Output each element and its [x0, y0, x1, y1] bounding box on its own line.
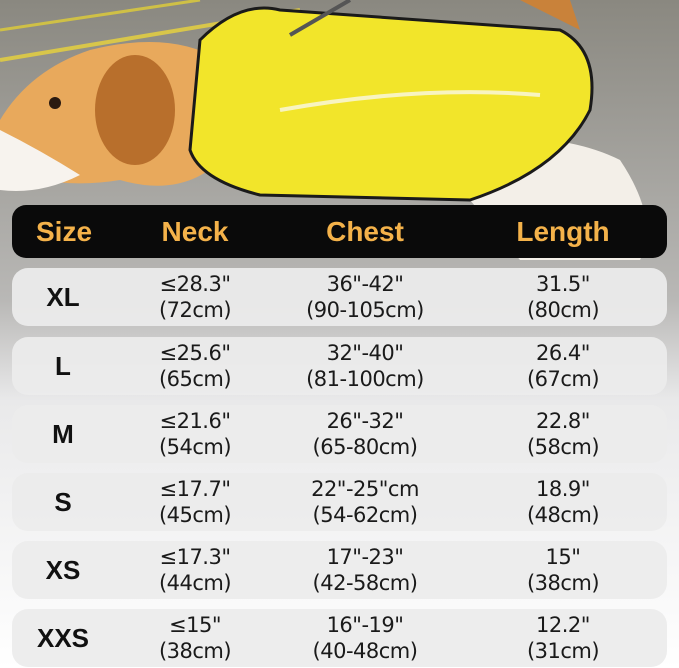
length-cm: (48cm)	[526, 503, 600, 527]
length-cm: (38cm)	[526, 571, 600, 595]
chest-inches: 36"-42"	[326, 272, 404, 296]
road-line	[0, 0, 201, 32]
length-inches: 31.5"	[536, 272, 590, 296]
chest-cm: (81-100cm)	[306, 367, 424, 391]
size-row-m: M ≤21.6" (54cm) 26"-32" (65-80cm) 22.8" (58…	[12, 405, 667, 463]
header-neck: Neck	[161, 216, 229, 247]
length-cell: 18.9" (48cm)	[526, 476, 600, 528]
yellow-raincoat	[188, 6, 594, 202]
chest-cm: (54-62cm)	[312, 503, 418, 527]
length-cell: 31.5" (80cm)	[526, 271, 600, 323]
header-chest: Chest	[326, 216, 404, 247]
chest-cell: 17"-23" (42-58cm)	[313, 544, 418, 596]
neck-cm: (72cm)	[158, 298, 232, 322]
size-row-l: L ≤25.6" (65cm) 32"-40" (81-100cm) 26.4" (6…	[12, 337, 667, 395]
chest-cell: 36"-42" (90-105cm)	[306, 271, 424, 323]
length-cm: (67cm)	[526, 367, 600, 391]
dog-tail	[520, 0, 580, 30]
chest-inches: 22"-25"cm	[311, 477, 419, 501]
size-row-xs: XS ≤17.3" (44cm) 17"-23" (42-58cm) 15" (38c…	[12, 541, 667, 599]
length-cell: 15" (38cm)	[526, 544, 600, 596]
size-chart-header: Size Neck Chest Length	[12, 205, 667, 258]
neck-cell: ≤21.6" (54cm)	[158, 408, 232, 460]
length-cell: 26.4" (67cm)	[526, 340, 600, 392]
length-inches: 12.2"	[536, 613, 590, 637]
neck-cm: (65cm)	[158, 367, 232, 391]
length-cell: 22.8" (58cm)	[526, 408, 600, 460]
dog-ear	[95, 55, 175, 165]
dog-eye	[49, 97, 61, 109]
neck-cm: (54cm)	[158, 435, 232, 459]
neck-inches: ≤25.6"	[159, 341, 231, 365]
chest-cm: (42-58cm)	[312, 571, 418, 595]
chest-cm: (90-105cm)	[306, 298, 424, 322]
neck-cell: ≤25.6" (65cm)	[158, 340, 232, 392]
length-inches: 26.4"	[536, 341, 590, 365]
neck-cell: ≤15" (38cm)	[158, 612, 232, 664]
size-label: L	[55, 351, 71, 381]
length-inches: 15"	[545, 545, 581, 569]
neck-cm: (44cm)	[158, 571, 232, 595]
neck-inches: ≤17.7"	[159, 477, 231, 501]
length-cm: (31cm)	[526, 639, 600, 663]
neck-cell: ≤28.3" (72cm)	[158, 271, 232, 323]
reflective-strip	[279, 90, 541, 112]
size-label: XXS	[36, 623, 90, 653]
neck-inches: ≤28.3"	[159, 272, 231, 296]
neck-inches: ≤15"	[169, 613, 221, 637]
neck-cell: ≤17.7" (45cm)	[158, 476, 232, 528]
size-label: M	[52, 419, 74, 449]
chest-cm: (65-80cm)	[312, 435, 418, 459]
neck-inches: ≤17.3"	[159, 545, 231, 569]
size-row-s: S ≤17.7" (45cm) 22"-25"cm (54-62cm) 18.9"(…	[12, 473, 667, 531]
dog-muzzle	[0, 130, 80, 191]
header-size: Size	[35, 216, 93, 247]
neck-cell: ≤17.3" (44cm)	[158, 544, 232, 596]
chest-cm: (40-48cm)	[312, 639, 418, 663]
chest-inches: 32"-40"	[326, 341, 404, 365]
chest-inches: 17"-23"	[326, 545, 404, 569]
chest-cell: 16"-19" (40-48cm)	[313, 612, 418, 664]
size-row-xxs: XXS ≤15" (38cm) 16"-19" (40-48cm) 12.2" (31…	[12, 609, 667, 667]
neck-cm: (45cm)	[158, 503, 232, 527]
size-label: XS	[45, 555, 81, 585]
chest-cell: 22"-25"cm (54-62cm)	[311, 476, 419, 528]
size-label: S	[54, 487, 72, 517]
size-label: XL	[46, 282, 80, 312]
leash	[288, 0, 352, 37]
chest-cell: 26"-32" (65-80cm)	[313, 408, 418, 460]
header-length: Length	[516, 216, 610, 247]
neck-cm: (38cm)	[158, 639, 232, 663]
length-inches: 18.9"	[536, 477, 590, 501]
size-row-xl: XL ≤28.3" (72cm) 36"-42" (90-105cm) 31.5"(…	[12, 268, 667, 326]
length-cell: 12.2" (31cm)	[526, 612, 600, 664]
neck-inches: ≤21.6"	[159, 409, 231, 433]
chest-inches: 26"-32"	[326, 409, 404, 433]
chest-inches: 16"-19"	[326, 613, 404, 637]
chest-cell: 32"-40" (81-100cm)	[306, 340, 424, 392]
length-cm: (80cm)	[526, 298, 600, 322]
length-cm: (58cm)	[526, 435, 600, 459]
length-inches: 22.8"	[536, 409, 590, 433]
